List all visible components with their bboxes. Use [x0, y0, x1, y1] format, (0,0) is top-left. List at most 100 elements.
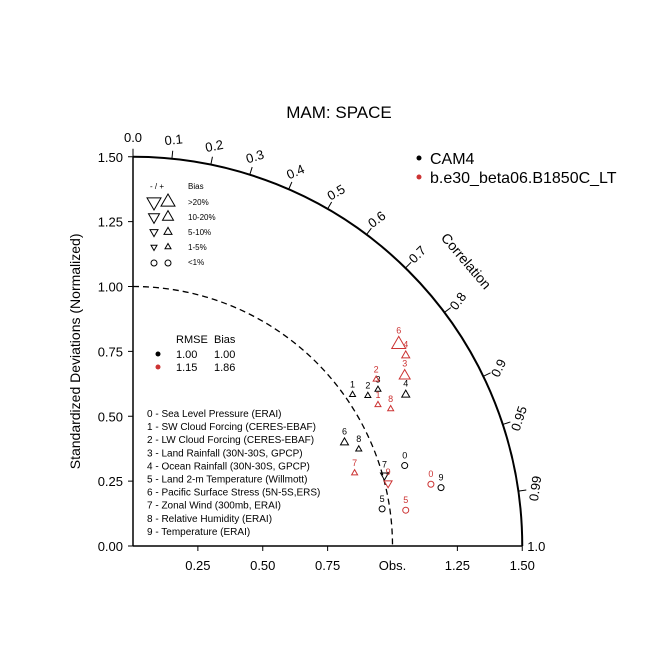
series-0-point-4: 4: [400, 379, 411, 398]
correlation-tick-label: 0.0: [124, 130, 142, 145]
correlation-tick: [210, 156, 213, 165]
series-1-point-2: 2: [372, 364, 381, 382]
bias-key-triangle-down: [150, 244, 158, 252]
point-id-label: 6: [342, 426, 347, 436]
series-0-point-5: 5: [378, 494, 386, 513]
chart-title: MAM: SPACE: [286, 103, 391, 122]
bias-key-triangle-up: [161, 209, 175, 221]
point-id-label: 0: [428, 469, 433, 479]
point-id-label: 8: [356, 434, 361, 444]
correlation-tick-label: 0.95: [508, 404, 530, 433]
triangle-up-marker: [400, 389, 411, 398]
triangle-up-marker: [398, 368, 412, 380]
arc-end-label: 1.0: [527, 539, 545, 554]
summary-bias: 1.86: [214, 362, 235, 374]
triangle-up-marker: [390, 335, 407, 350]
x-tick-label: 0.25: [185, 558, 210, 573]
circle-marker: [402, 506, 410, 514]
correlation-tick-label: 0.3: [244, 147, 266, 167]
correlation-tick: [288, 181, 293, 190]
bias-key-label: 5-10%: [188, 228, 211, 237]
point-id-label: 7: [352, 458, 357, 468]
series-0-point-0: 0: [401, 451, 409, 470]
variable-list-item: 5 - Land 2-m Temperature (Willmott): [147, 475, 307, 486]
summary-dot: [155, 364, 161, 370]
outer-arc: [132, 155, 524, 547]
bias-key-triangle-up: [160, 192, 176, 207]
point-id-label: 3: [402, 358, 407, 368]
circle-marker: [427, 480, 435, 488]
correlation-tick: [327, 201, 333, 210]
summary-rmse-header: RMSE: [176, 334, 208, 346]
correlation-tick-label: 0.1: [164, 131, 183, 148]
bias-key-triangle-up: [163, 226, 173, 235]
triangle-up-marker: [400, 349, 411, 359]
variable-list-item: 8 - Relative Humidity (ERAI): [147, 514, 272, 525]
bias-key-header-b: Bias: [188, 182, 204, 191]
correlation-tick: [405, 261, 412, 269]
bias-key-triangle-down: [149, 229, 159, 238]
variable-list-item: 2 - LW Cloud Forcing (CERES-EBAF): [147, 435, 314, 446]
point-id-label: 9: [386, 467, 391, 477]
variable-list-item: 7 - Zonal Wind (300mb, ERAI): [147, 501, 281, 512]
x-tick-label: 1.25: [445, 558, 470, 573]
series-1-point-3: 3: [398, 358, 412, 380]
triangle-up-marker: [386, 404, 395, 412]
series-0-point-7: 7: [379, 459, 390, 482]
point-id-label: 4: [403, 340, 408, 350]
point-id-label: 5: [380, 494, 385, 504]
correlation-axis-label: Correlation: [438, 230, 495, 292]
point-id-label: 1: [375, 390, 380, 400]
legend-series-label: CAM4: [430, 151, 475, 168]
y-tick-label: 1.25: [98, 215, 123, 230]
series-0-point-9: 9: [437, 473, 445, 492]
triangle-up-marker: [339, 436, 350, 446]
point-id-label: 0: [402, 451, 407, 461]
point-id-label: 9: [439, 473, 444, 483]
legend-dot: [416, 155, 422, 161]
circle-marker: [378, 505, 386, 513]
triangle-up-marker: [348, 390, 357, 397]
correlation-tick-label: 0.7: [406, 243, 429, 266]
variable-list-item: 3 - Land Rainfall (30N-30S, GPCP): [147, 448, 303, 459]
obs-label: Obs.: [379, 558, 406, 573]
correlation-tick: [444, 307, 452, 313]
bias-key-circle: [164, 259, 172, 267]
point-id-label: 6: [396, 325, 401, 335]
series-0-point-1: 1: [348, 380, 357, 397]
correlation-tick: [366, 227, 372, 235]
triangle-down-marker: [383, 480, 393, 489]
point-id-label: 7: [382, 459, 387, 469]
bias-key-triangle-down: [146, 197, 162, 212]
bias-key-header-a: - / +: [150, 182, 164, 191]
summary-bias: 1.00: [214, 349, 235, 361]
y-tick-label: 1.50: [98, 150, 123, 165]
x-tick-label: 0.50: [250, 558, 275, 573]
series-1-point-9: 9: [383, 467, 393, 489]
legend-dot: [416, 174, 422, 180]
bias-key-label: <1%: [188, 258, 204, 267]
variable-list-item: 4 - Ocean Rainfall (30N-30S, GPCP): [147, 461, 310, 472]
correlation-tick: [171, 150, 174, 159]
point-id-label: 5: [403, 495, 408, 505]
y-tick-label: 0.50: [98, 409, 123, 424]
correlation-tick-label: 0.4: [284, 161, 307, 182]
series-1-point-5: 5: [402, 495, 410, 514]
series-1-point-8: 8: [386, 394, 395, 412]
series-1-point-4: 4: [400, 340, 411, 359]
x-tick-label: 0.75: [315, 558, 340, 573]
variable-list-item: 9 - Temperature (ERAI): [147, 527, 250, 538]
summary-rmse: 1.00: [176, 349, 197, 361]
y-tick-label: 0.25: [98, 474, 123, 489]
summary-dot: [155, 351, 161, 357]
point-id-label: 2: [374, 364, 379, 374]
axes: 0.000.250.500.751.001.251.500.25 0.50 0.75…: [67, 130, 545, 573]
correlation-tick: [518, 489, 527, 492]
correlation-tick: [483, 372, 491, 377]
series-0-point-2: 2: [363, 381, 372, 399]
point-id-label: 1: [350, 380, 355, 390]
triangle-up-marker: [374, 385, 382, 392]
series-1-point-0: 0: [427, 469, 435, 488]
summary-bias-header: Bias: [214, 334, 236, 346]
